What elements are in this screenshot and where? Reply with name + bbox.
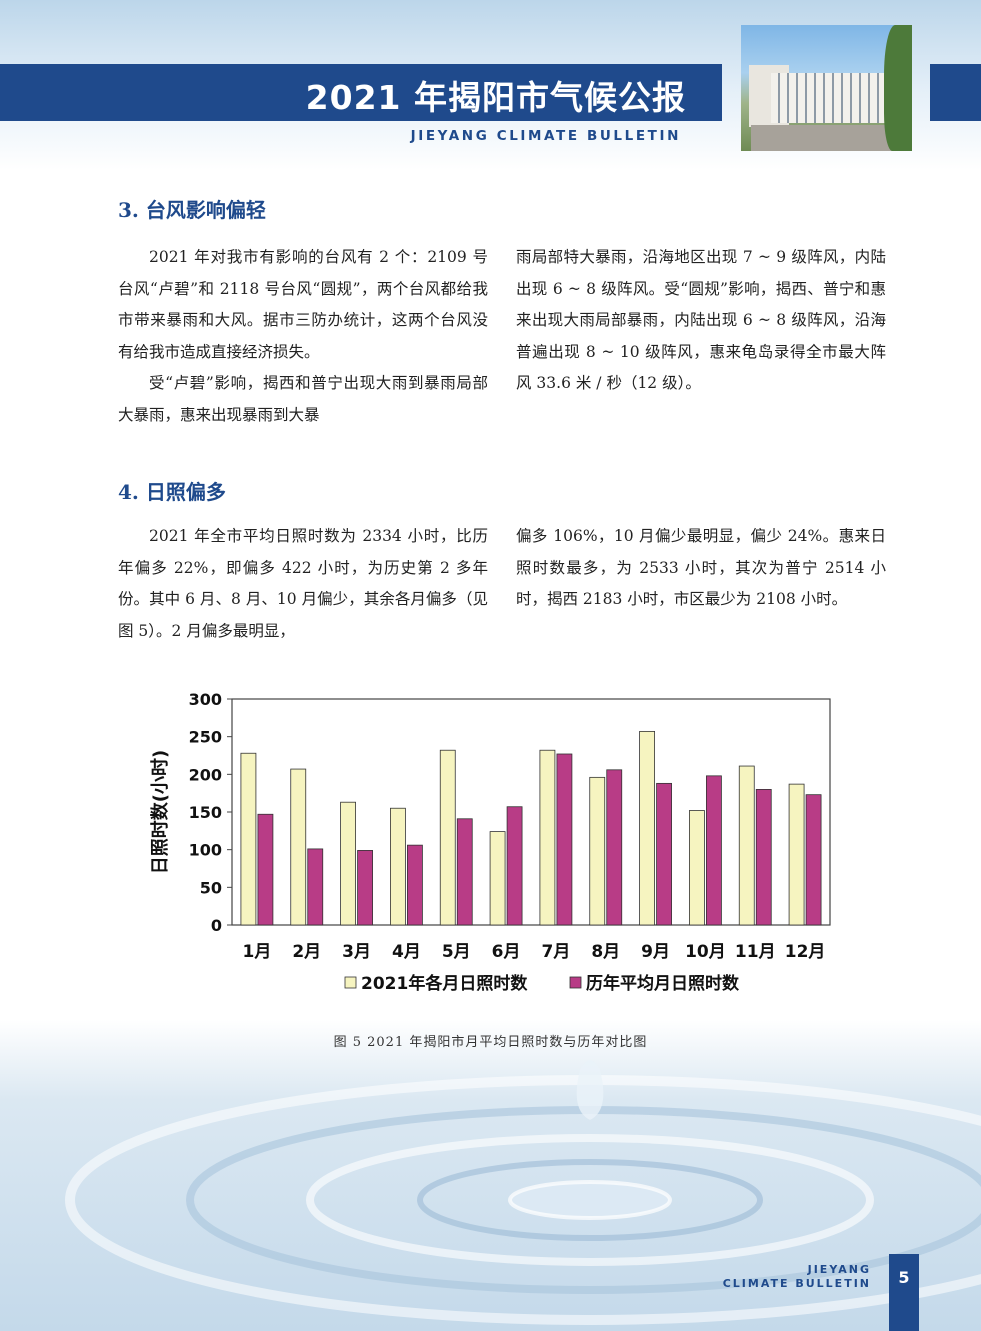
y-axis-label: 日照时数(小时) [149,750,171,874]
header-photo [741,25,912,151]
bar-current [290,768,307,926]
sunshine-bar-chart: 0 50 100 150 200 250 300 日照时数(小时) 1月 2月 3月 4月 5月 6月 7月… [149,690,831,994]
section3-left-column: 2021 年对我市有影响的台风有 2 个：2109 号台风“卢碧”和 2118 … [118,242,488,431]
bar-normal [706,775,722,926]
footer-line-2: CLIMATE BULLETIN [722,1277,871,1290]
section3-right-column: 雨局部特大暴雨，沿海地区出现 7 ~ 9 级阵风，内陆出现 6 ~ 8 级阵风。… [516,242,886,400]
y-tick-label: 250 [189,728,222,747]
y-tick-label: 100 [189,841,222,860]
bar-normal [805,794,822,926]
page-number: 5 [889,1254,919,1331]
bar-current [639,730,655,926]
x-tick-label: 5月 [442,942,471,962]
bar-current [539,749,556,926]
photo-road [751,125,901,151]
section4-title: 4. 日照偏多 [118,480,226,504]
x-tick-label: 8月 [591,942,620,962]
y-tick-label: 200 [189,765,222,784]
y-tick-label: 150 [189,803,222,822]
section3-left-paragraph-1: 2021 年对我市有影响的台风有 2 个：2109 号台风“卢碧”和 2118 … [118,248,488,361]
bar-current [689,810,705,926]
legend-label: 2021年各月日照时数 [361,973,528,994]
x-tick-label: 3月 [342,942,371,962]
bar-normal [556,753,573,926]
x-tick-label: 12月 [785,942,826,962]
section4-left-paragraph-1: 2021 年全市平均日照时数为 2334 小时，比历年偏多 22%，即偏多 42… [118,527,488,640]
header-bar-right [930,64,981,121]
bar-current [439,749,456,926]
bar-normal [307,848,324,926]
bar-current [738,765,755,926]
y-tick-label: 50 [200,878,222,897]
y-tick-label: 0 [211,916,222,935]
header-bar [0,64,722,121]
x-tick-label: 4月 [392,942,421,962]
section3-left-paragraph-2: 受“卢碧”影响，揭西和普宁出现大雨到暴雨局部大暴雨，惠来出现暴雨到大暴 [118,374,488,424]
x-tick-label: 11月 [735,942,776,962]
bar-normal [506,806,523,926]
section4-right-paragraph-1: 偏多 106%，10 月偏少最明显，偏少 24%。惠来日照时数最多，为 2533… [516,527,886,608]
bar-normal [606,769,623,926]
photo-building [771,73,896,123]
bar-normal [357,850,373,926]
figure-caption: 图 5 2021 年揭阳市月平均日照时数与历年对比图 [333,1035,648,1050]
x-tick-label: 7月 [541,942,570,962]
bar-current [240,752,257,926]
bar-normal [656,782,672,926]
y-tick-label: 300 [189,690,222,709]
bar-normal [456,818,473,926]
bar-normal [407,844,423,926]
water-ripple-decoration [65,1060,981,1325]
bar-normal [755,789,772,926]
bar-current [589,776,606,926]
x-tick-label: 9月 [641,942,670,962]
legend-label: 历年平均月日照时数 [586,973,740,994]
bar-normal [257,813,274,926]
header-subtitle: JIEYANG CLIMATE BULLETIN [410,128,681,144]
header-title: 2021 年揭阳市气候公报 [305,78,686,117]
x-tick-label: 10月 [685,942,726,962]
bar-current [489,831,506,926]
plot-area [231,698,831,926]
bar-current [788,783,805,926]
section4-right-column: 偏多 106%，10 月偏少最明显，偏少 24%。惠来日照时数最多，为 2533… [516,521,886,616]
section4-left-column: 2021 年全市平均日照时数为 2334 小时，比历年偏多 22%，即偏多 42… [118,521,488,647]
bar-current [340,801,356,926]
legend-swatch [569,976,582,989]
footer-line-1: JIEYANG [807,1263,871,1276]
photo-tree [884,25,912,151]
x-tick-label: 6月 [492,942,521,962]
legend-swatch [344,976,357,989]
section3-right-paragraph-1: 雨局部特大暴雨，沿海地区出现 7 ~ 9 级阵风，内陆出现 6 ~ 8 级阵风。… [516,248,886,392]
section3-title: 3. 台风影响偏轻 [118,198,266,222]
x-tick-label: 1月 [242,942,271,962]
bar-current [390,807,406,926]
x-tick-label: 2月 [292,942,321,962]
